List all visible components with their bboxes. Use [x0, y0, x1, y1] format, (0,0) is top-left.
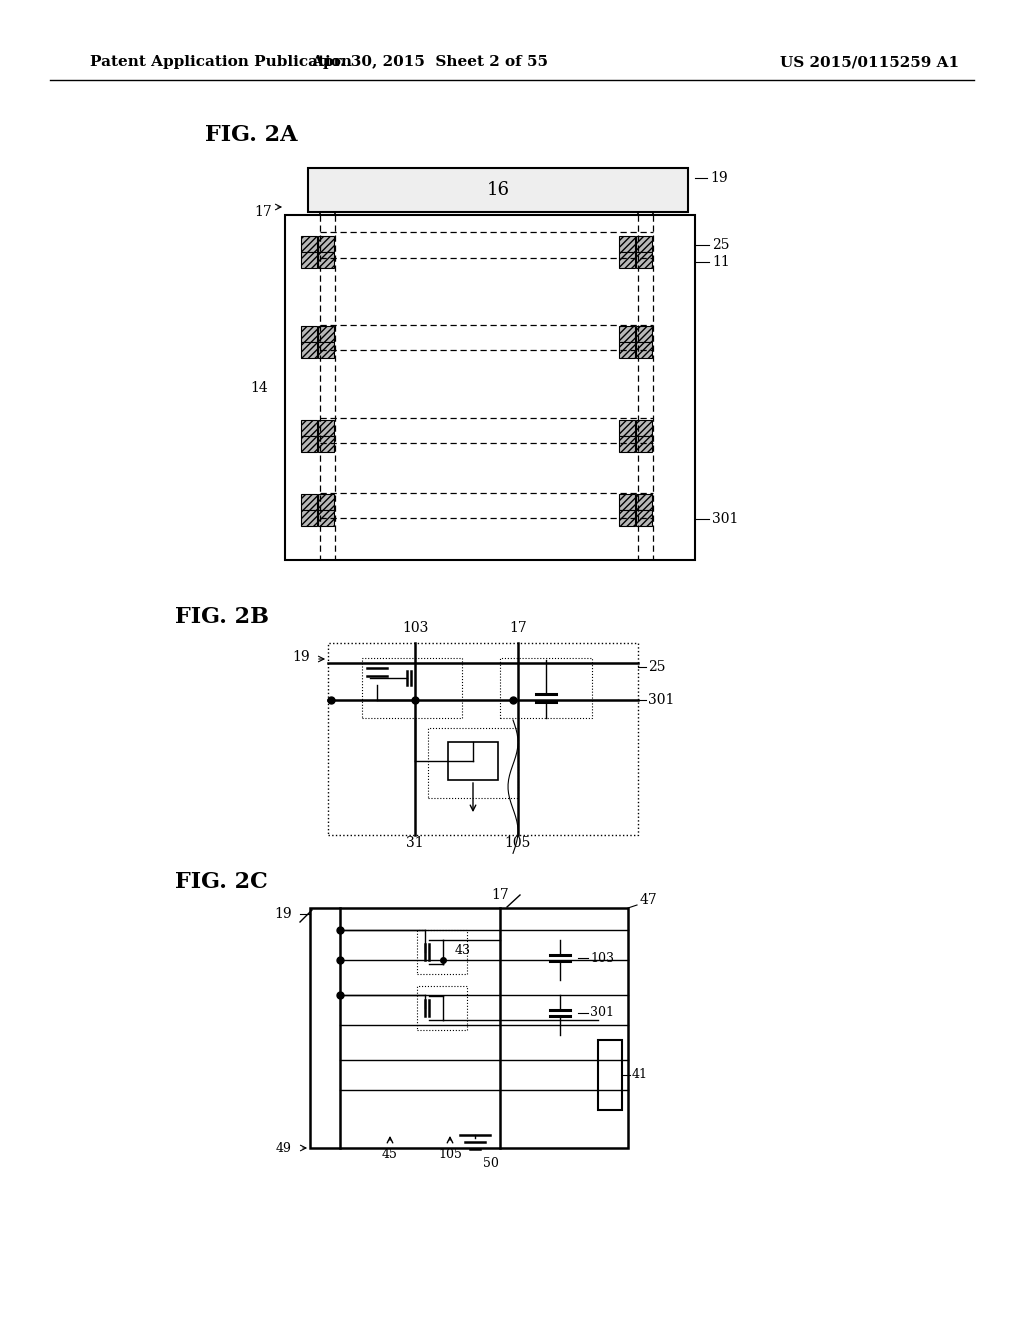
Bar [636, 342, 652, 358]
Text: 301: 301 [590, 1006, 614, 1019]
Bar [328, 643, 638, 836]
Bar [618, 326, 635, 342]
Bar [318, 436, 334, 451]
Bar [636, 236, 652, 252]
Text: 25: 25 [648, 660, 666, 675]
Text: 105: 105 [438, 1148, 462, 1162]
Bar [618, 510, 635, 525]
Bar [318, 326, 334, 342]
Bar [618, 436, 635, 451]
Text: 47: 47 [640, 894, 657, 907]
Bar [417, 931, 467, 974]
Bar [362, 657, 462, 718]
Bar [318, 236, 334, 252]
Text: 103: 103 [590, 952, 614, 965]
Text: 301: 301 [712, 512, 738, 525]
Bar [618, 252, 635, 268]
Text: 45: 45 [382, 1148, 398, 1162]
Bar [636, 420, 652, 436]
Bar [301, 252, 317, 268]
Text: 105: 105 [505, 836, 531, 850]
Text: 19: 19 [274, 907, 292, 921]
Text: US 2015/0115259 A1: US 2015/0115259 A1 [780, 55, 959, 69]
Bar [417, 986, 467, 1030]
Text: Apr. 30, 2015  Sheet 2 of 55: Apr. 30, 2015 Sheet 2 of 55 [311, 55, 549, 69]
Text: 19: 19 [710, 172, 728, 185]
Text: 103: 103 [401, 620, 428, 635]
Bar [318, 510, 334, 525]
Bar [285, 215, 695, 560]
Bar [308, 168, 688, 213]
Text: 11: 11 [712, 255, 730, 269]
Text: 31: 31 [407, 836, 424, 850]
Text: 17: 17 [254, 205, 272, 219]
Bar [428, 729, 518, 799]
Bar [636, 494, 652, 510]
Bar [636, 326, 652, 342]
Text: 50: 50 [483, 1158, 499, 1170]
Text: Patent Application Publication: Patent Application Publication [90, 55, 352, 69]
Bar [301, 510, 317, 525]
Bar [318, 420, 334, 436]
Text: 17: 17 [509, 620, 527, 635]
Text: FIG. 2B: FIG. 2B [175, 606, 269, 628]
Text: 25: 25 [712, 238, 729, 252]
Bar [301, 436, 317, 451]
Text: 17: 17 [492, 888, 509, 902]
Bar [618, 236, 635, 252]
Text: 16: 16 [486, 181, 510, 199]
Text: 49: 49 [276, 1142, 292, 1155]
Bar [618, 494, 635, 510]
Bar [598, 1040, 622, 1110]
Bar [318, 342, 334, 358]
Text: FIG. 2C: FIG. 2C [175, 871, 267, 894]
Text: FIG. 2A: FIG. 2A [205, 124, 298, 147]
Text: 41: 41 [632, 1068, 648, 1081]
Bar [636, 436, 652, 451]
Bar [301, 494, 317, 510]
Text: 14: 14 [250, 381, 268, 395]
Bar [636, 510, 652, 525]
Bar [500, 657, 592, 718]
Bar [318, 494, 334, 510]
Bar [618, 420, 635, 436]
Bar [618, 342, 635, 358]
Bar [301, 326, 317, 342]
Bar [301, 342, 317, 358]
Text: 43: 43 [455, 944, 471, 957]
Text: 301: 301 [648, 693, 675, 708]
Bar [636, 252, 652, 268]
Bar [301, 420, 317, 436]
Text: 19: 19 [293, 649, 310, 664]
Bar [449, 742, 498, 780]
Bar [310, 908, 628, 1148]
Bar [318, 252, 334, 268]
Bar [301, 236, 317, 252]
